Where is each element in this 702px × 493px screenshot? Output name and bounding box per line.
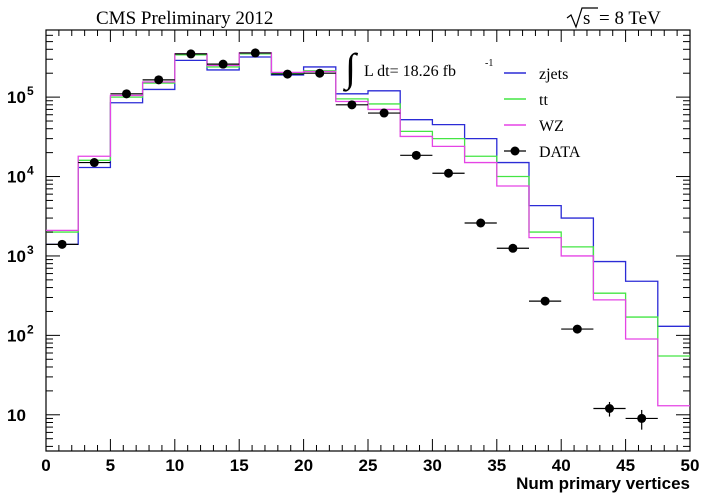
data-point xyxy=(444,168,453,178)
legend-label: DATA xyxy=(539,144,581,161)
data-point xyxy=(540,296,550,306)
sqrt-symbol xyxy=(566,7,598,29)
y-tick-exponent: 5 xyxy=(27,84,34,98)
data-point xyxy=(637,413,647,423)
x-tick-label: 10 xyxy=(165,456,184,475)
legend-item-data: DATA xyxy=(504,144,581,161)
legend-label: WZ xyxy=(539,118,564,135)
energy-symbol: s xyxy=(583,8,590,29)
x-tick-label: 20 xyxy=(294,456,313,475)
data-point xyxy=(347,100,357,110)
y-tick-exponent: 3 xyxy=(27,243,34,257)
data-point xyxy=(154,75,164,85)
data-point xyxy=(605,404,614,414)
series-zjets-line xyxy=(46,56,690,327)
chart-title: CMS Preliminary 2012 xyxy=(96,8,273,29)
data-point xyxy=(572,324,582,334)
y-tick-label: 10 xyxy=(7,406,26,425)
legend-item-wz: WZ xyxy=(504,118,564,135)
lumi-text: L dt= 18.26 fb xyxy=(364,63,456,80)
energy-value: = 8 TeV xyxy=(599,8,661,29)
y-tick-exponent: 2 xyxy=(27,322,34,336)
y-tick-label: 10 xyxy=(7,247,26,266)
x-tick-label: 25 xyxy=(359,456,378,475)
legend-label: tt xyxy=(539,92,548,109)
y-tick-label: 10 xyxy=(7,326,26,345)
lumi-exponent: -1 xyxy=(485,58,493,69)
legend-item-tt: tt xyxy=(504,92,548,109)
legend: zjets tt WZ DATA xyxy=(504,66,581,161)
data-point xyxy=(379,108,389,118)
data-point xyxy=(315,68,325,78)
data-point xyxy=(218,59,228,69)
x-tick-label: 40 xyxy=(552,456,571,475)
data-point xyxy=(508,243,518,253)
x-tick-label: 5 xyxy=(106,456,115,475)
energy-label: s = 8 TeV xyxy=(566,7,661,29)
x-tick-label: 0 xyxy=(41,456,50,475)
legend-label: zjets xyxy=(539,66,568,83)
data-point xyxy=(186,49,196,59)
data-point xyxy=(476,218,486,228)
x-axis-label: Num primary vertices xyxy=(516,474,690,493)
x-tick-label: 50 xyxy=(681,456,700,475)
series-data-points xyxy=(46,48,658,430)
legend-swatch-marker xyxy=(510,146,520,156)
series-layer xyxy=(46,48,690,430)
data-point xyxy=(250,48,260,58)
x-tick-label: 15 xyxy=(230,456,249,475)
y-tick-label: 10 xyxy=(7,88,26,107)
integral-symbol: ∫ xyxy=(342,45,359,92)
data-point xyxy=(122,89,131,99)
x-tick-label: 45 xyxy=(616,456,635,475)
data-point xyxy=(89,158,99,168)
luminosity-label: ∫ L dt= 18.26 fb -1 xyxy=(342,45,493,92)
data-point xyxy=(283,69,292,79)
data-point xyxy=(57,239,67,249)
y-tick-label: 10 xyxy=(7,168,26,187)
y-tick-exponent: 4 xyxy=(27,164,34,178)
legend-item-zjets: zjets xyxy=(504,66,568,83)
x-tick-label: 30 xyxy=(423,456,442,475)
x-tick-label: 35 xyxy=(487,456,506,475)
data-point xyxy=(411,150,421,160)
